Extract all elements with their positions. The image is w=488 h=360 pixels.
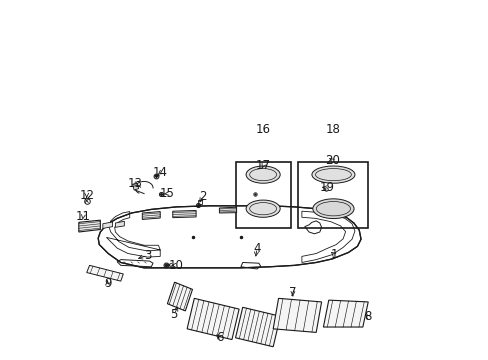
Ellipse shape — [311, 166, 354, 183]
Polygon shape — [79, 220, 100, 232]
Polygon shape — [102, 222, 112, 228]
Text: 9: 9 — [103, 278, 111, 291]
Text: 7: 7 — [288, 287, 296, 300]
Polygon shape — [323, 300, 367, 327]
Ellipse shape — [245, 200, 280, 217]
Polygon shape — [172, 211, 196, 218]
Text: 15: 15 — [160, 187, 175, 200]
Polygon shape — [219, 207, 236, 213]
Text: 16: 16 — [255, 123, 270, 136]
Text: 12: 12 — [79, 189, 94, 202]
Text: 14: 14 — [152, 166, 167, 179]
Text: 8: 8 — [364, 310, 371, 324]
Text: 6: 6 — [215, 331, 223, 344]
Text: 17: 17 — [255, 159, 270, 172]
Polygon shape — [115, 221, 124, 227]
Text: 5: 5 — [170, 308, 178, 321]
Text: 1: 1 — [330, 248, 337, 261]
Ellipse shape — [245, 166, 280, 183]
Text: 20: 20 — [324, 154, 339, 167]
Polygon shape — [132, 183, 139, 190]
Text: 2: 2 — [199, 190, 206, 203]
Polygon shape — [86, 265, 123, 281]
Ellipse shape — [312, 199, 353, 219]
Text: 4: 4 — [253, 242, 260, 255]
Bar — [235, 162, 290, 228]
Text: 11: 11 — [76, 210, 90, 223]
Polygon shape — [273, 298, 321, 332]
Text: 3: 3 — [143, 249, 151, 262]
Polygon shape — [142, 212, 160, 220]
Text: 13: 13 — [127, 177, 142, 190]
Polygon shape — [167, 282, 192, 311]
Bar — [298, 162, 367, 228]
Text: 19: 19 — [319, 181, 334, 194]
Polygon shape — [235, 307, 280, 347]
Text: 10: 10 — [168, 259, 183, 272]
Text: 18: 18 — [325, 123, 340, 136]
Polygon shape — [187, 298, 239, 339]
Polygon shape — [98, 206, 360, 268]
